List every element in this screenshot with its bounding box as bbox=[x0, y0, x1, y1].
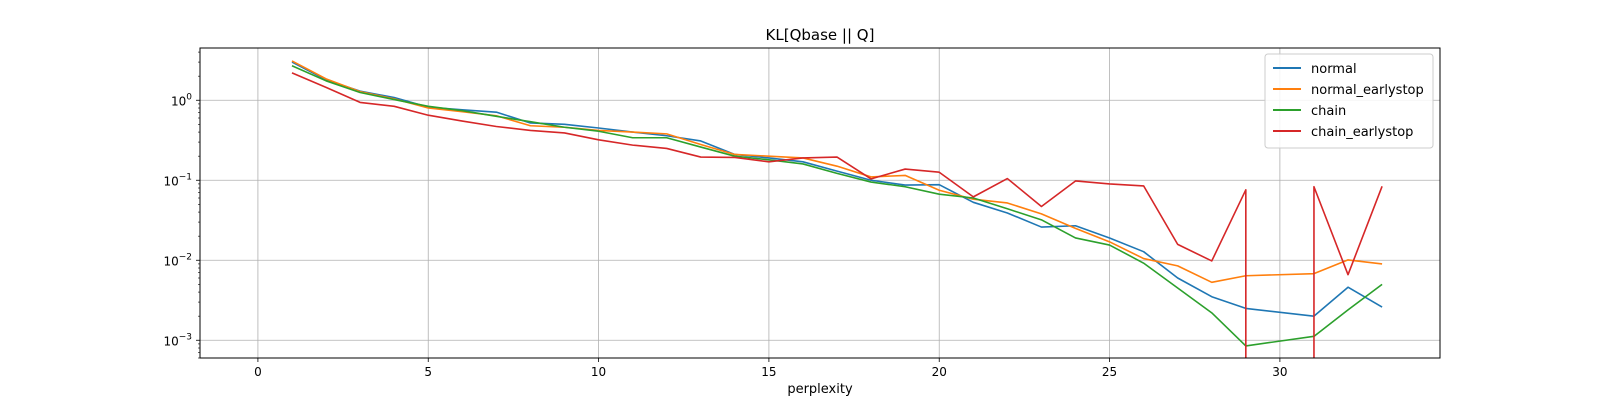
legend-label: normal_earlystop bbox=[1311, 83, 1424, 98]
legend-label: normal bbox=[1311, 62, 1357, 77]
y-tick-label: 10−3 bbox=[163, 332, 192, 348]
series-line-chain bbox=[291, 65, 1383, 347]
x-tick-label: 0 bbox=[254, 365, 262, 379]
x-tick-label: 5 bbox=[424, 365, 432, 379]
legend-label: chain bbox=[1311, 104, 1346, 119]
series-line-normal bbox=[291, 61, 1383, 317]
x-tick-label: 30 bbox=[1272, 365, 1287, 379]
y-tick-label: 100 bbox=[171, 92, 192, 108]
x-tick-label: 10 bbox=[591, 365, 606, 379]
series-line-chain-earlystop bbox=[291, 72, 1383, 358]
grid bbox=[200, 48, 1440, 358]
chart-title: KL[Qbase || Q] bbox=[766, 26, 875, 44]
y-tick-label: 10−2 bbox=[163, 252, 192, 268]
plot-frame bbox=[199, 47, 1441, 359]
legend-box bbox=[1264, 53, 1434, 149]
x-tick-label: 25 bbox=[1102, 365, 1117, 379]
x-tick-label: 15 bbox=[761, 365, 776, 379]
axis-ticks: 0 5 10 15 20 25 30 10−3 10−2 10−1 100 bbox=[163, 51, 1288, 379]
x-tick-label: 20 bbox=[932, 365, 947, 379]
legend-label: chain_earlystop bbox=[1311, 125, 1413, 140]
series-lines bbox=[291, 60, 1383, 358]
x-axis-label: perplexity bbox=[787, 382, 853, 397]
y-tick-label: 10−1 bbox=[163, 172, 192, 188]
